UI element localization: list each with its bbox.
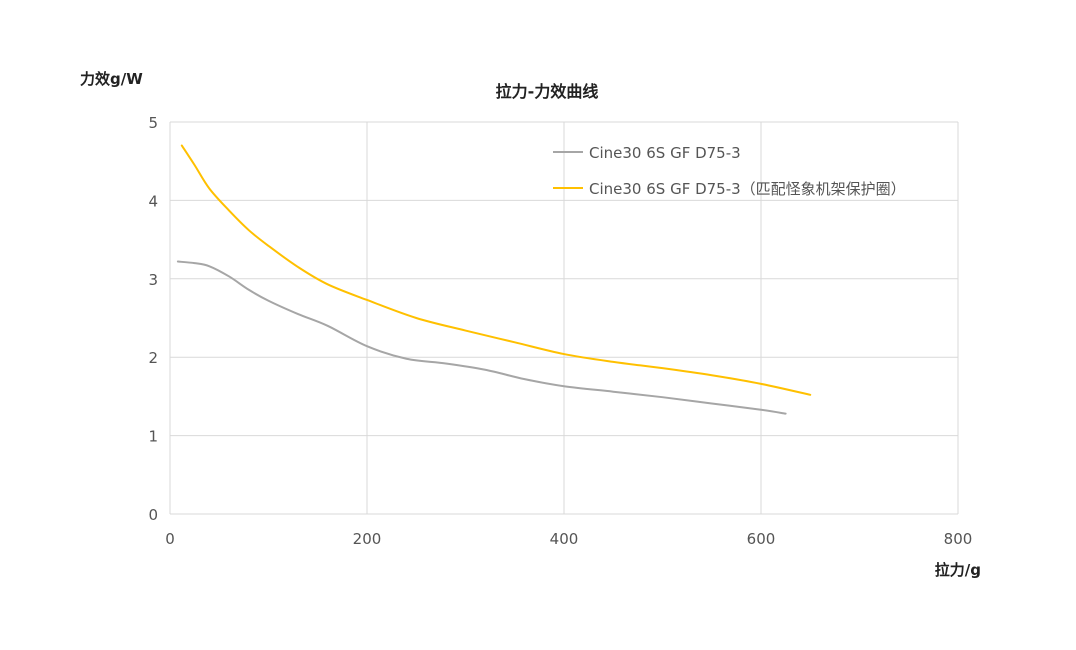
x-tick-label: 200 <box>353 530 382 548</box>
y-tick-label: 1 <box>148 428 158 446</box>
legend-label-2: Cine30 6S GF D75-3（匹配怪象机架保护圈） <box>589 180 906 198</box>
x-axis-title: 拉力/g <box>935 561 981 579</box>
legend: Cine30 6S GF D75-3 Cine30 6S GF D75-3（匹配怪… <box>553 144 906 198</box>
series-lines <box>176 144 812 415</box>
series-line-2 <box>180 144 812 396</box>
series-line-1 <box>176 260 787 415</box>
tick-labels: 0 1 2 3 4 5 0 200 400 600 800 <box>148 114 972 548</box>
legend-label-1: Cine30 6S GF D75-3 <box>589 144 741 162</box>
gridlines <box>169 121 959 515</box>
x-tick-label: 800 <box>944 530 973 548</box>
x-tick-label: 600 <box>747 530 776 548</box>
y-tick-label: 2 <box>148 349 158 367</box>
y-axis-title: 力效g/W <box>80 70 143 88</box>
y-tick-label: 3 <box>148 271 158 289</box>
y-tick-label: 5 <box>148 114 158 132</box>
y-tick-label: 4 <box>148 192 158 210</box>
y-tick-label: 0 <box>148 506 158 524</box>
x-tick-label: 400 <box>550 530 579 548</box>
x-tick-label: 0 <box>165 530 175 548</box>
chart-title: 拉力-力效曲线 <box>496 82 599 101</box>
